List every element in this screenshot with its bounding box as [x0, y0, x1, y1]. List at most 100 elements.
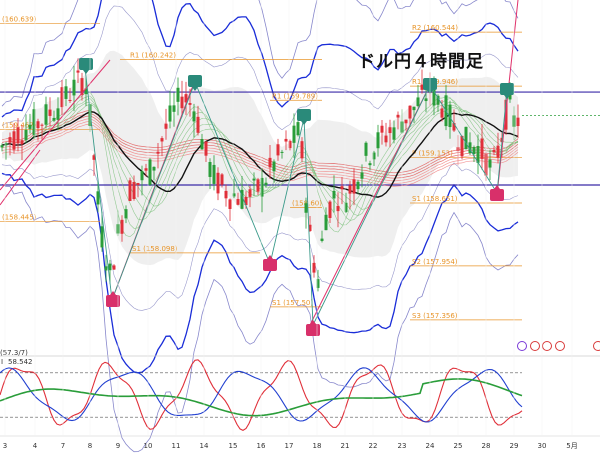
band-shade: [2, 50, 518, 266]
x-tick-label: 22: [369, 442, 378, 450]
candle-body: [480, 138, 484, 159]
candle-body: [424, 98, 428, 102]
candle-body: [320, 238, 324, 241]
event-icon: [593, 341, 600, 351]
swing-high-pointer: [83, 70, 89, 74]
candle-body: [360, 172, 364, 179]
candle-body: [148, 159, 152, 185]
candle-body: [104, 266, 108, 271]
swing-high-marker: [500, 83, 514, 95]
candle-body: [0, 145, 4, 148]
candle-body: [248, 189, 252, 197]
event-icon: [542, 341, 552, 351]
candle-body: [44, 104, 48, 125]
candle-body: [344, 202, 348, 212]
pivot-label: (158.445): [2, 214, 37, 222]
candle-body: [488, 159, 492, 168]
candle-body: [200, 139, 204, 150]
oscillator-prefix: I: [1, 358, 3, 366]
zigzag-line: [194, 81, 271, 265]
oscillator-value: 58.542: [8, 358, 33, 366]
candle-body: [16, 127, 20, 144]
pivot-label: S1 (158.098): [132, 245, 178, 253]
candle-body: [4, 143, 8, 146]
candle-body: [356, 181, 360, 190]
ma-green: [1, 102, 519, 217]
x-tick-label: 28: [482, 442, 491, 450]
pivot-label: (160.639): [2, 16, 37, 24]
candle-body: [420, 84, 424, 90]
candle-body: [284, 138, 288, 142]
candle-body: [348, 185, 352, 194]
candle-body: [408, 105, 412, 119]
swing-high-pointer: [504, 95, 510, 99]
candle-body: [24, 129, 28, 141]
candle-body: [196, 116, 200, 133]
candle-body: [352, 179, 356, 194]
candle-body: [432, 85, 436, 106]
candle-body: [312, 262, 316, 273]
candle-body: [472, 147, 476, 155]
candle-body: [292, 125, 296, 143]
pivot-label: S2 (157.954): [412, 258, 458, 266]
ma-green: [1, 98, 519, 221]
candle-body: [316, 279, 320, 288]
zigzag-line: [303, 117, 314, 326]
candle-body: [140, 171, 144, 181]
candle-body: [236, 199, 240, 205]
candle-body: [332, 190, 336, 199]
candle-body: [492, 149, 496, 153]
swing-high-marker: [188, 75, 202, 87]
candle-body: [204, 141, 208, 156]
candle-body: [164, 123, 168, 129]
zigzag-line: [269, 117, 305, 265]
candle-body: [452, 123, 456, 131]
zigzag-line: [312, 84, 431, 326]
candle-body: [396, 114, 400, 118]
candle-body: [100, 226, 104, 248]
candle-body: [380, 125, 384, 133]
candle-body: [176, 87, 180, 102]
ma-green: [1, 103, 519, 210]
pivot-label: R1 (160.242): [130, 51, 176, 59]
candle-body: [300, 141, 304, 159]
candle-body: [252, 178, 256, 181]
candle-body: [404, 119, 408, 124]
pivot-label: R1 (159.789): [272, 92, 318, 100]
x-tick-label: 7: [61, 442, 65, 450]
swing-low-pointer: [267, 255, 273, 259]
candle-body: [96, 191, 100, 205]
ma-ribbon: [1, 123, 519, 187]
x-tick-label: 15: [229, 442, 238, 450]
candle-body: [192, 111, 196, 122]
candle-body: [256, 179, 260, 192]
zigzag-line: [84, 67, 113, 301]
pivot-label: P (159.153): [412, 150, 453, 158]
x-tick-label: 25: [454, 442, 463, 450]
candle-body: [308, 224, 312, 232]
candle-body: [36, 121, 40, 129]
swing-high-pointer: [192, 87, 198, 91]
candle-body: [208, 161, 212, 177]
x-tick-label: 24: [426, 442, 435, 450]
candle-body: [224, 190, 228, 199]
x-tick-label: 3: [3, 442, 7, 450]
event-icon: [517, 341, 527, 351]
candle-body: [384, 135, 388, 143]
candle-body: [40, 124, 44, 126]
band-line: [1, 0, 519, 107]
swing-low-marker: [106, 295, 120, 307]
candle-body: [144, 168, 148, 171]
candle-body: [392, 127, 396, 140]
pivot-label: S3 (157.356): [412, 312, 458, 320]
candle-body: [28, 124, 32, 129]
x-tick-label: 9: [116, 442, 120, 450]
x-tick-label: 18: [313, 442, 322, 450]
swing-high-pointer: [301, 121, 307, 125]
candle-body: [48, 109, 52, 116]
band-line: [1, 0, 519, 118]
candle-body: [476, 146, 480, 163]
candle-body: [136, 183, 140, 186]
candle-body: [112, 265, 116, 270]
candle-body: [264, 182, 268, 186]
